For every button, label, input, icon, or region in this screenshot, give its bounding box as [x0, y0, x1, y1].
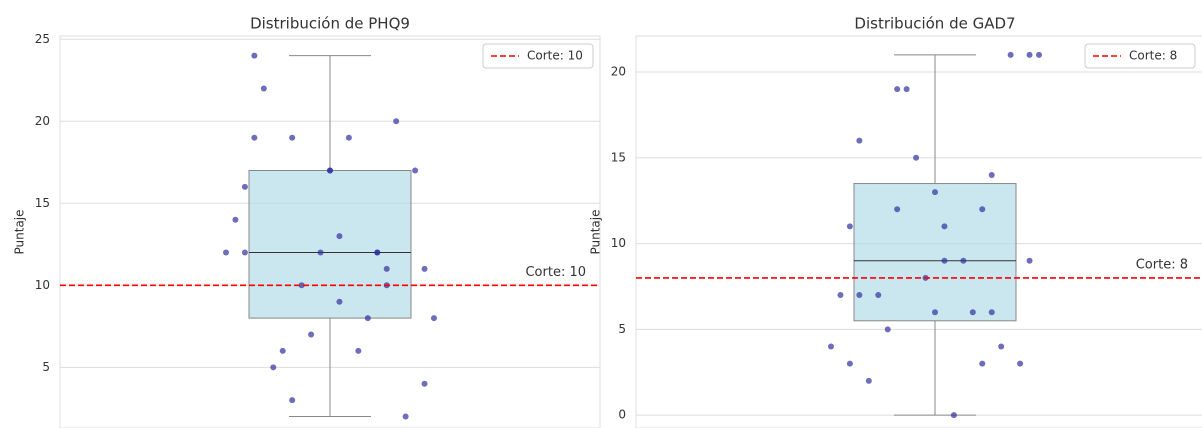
point [979, 206, 986, 213]
point [837, 292, 844, 299]
point [232, 216, 239, 223]
point [941, 223, 948, 230]
point [988, 309, 995, 316]
point [251, 134, 258, 141]
y-tick-label: 0 [618, 408, 626, 422]
point [412, 167, 419, 174]
point [875, 292, 882, 299]
legend-box [482, 43, 594, 69]
box [853, 183, 1017, 322]
point [856, 292, 863, 299]
legend-label: Corte: 10 [527, 49, 583, 63]
point [932, 189, 938, 196]
y-tick-label: 10 [611, 236, 626, 250]
point [856, 137, 863, 144]
point [374, 249, 381, 256]
y-tick-label: 10 [35, 278, 50, 292]
point [846, 223, 853, 230]
point [223, 249, 229, 256]
point [1036, 51, 1042, 58]
point [979, 360, 986, 367]
point [421, 380, 428, 387]
point [1026, 257, 1033, 264]
point [1017, 360, 1024, 367]
point [932, 309, 938, 316]
point [421, 265, 428, 272]
box [248, 169, 412, 319]
point [950, 412, 957, 419]
point [913, 154, 920, 161]
point [327, 167, 333, 174]
point [884, 326, 891, 333]
point [846, 360, 853, 367]
y-tick-label: 25 [35, 32, 50, 46]
point [336, 298, 343, 305]
point [894, 206, 901, 213]
y-tick-label: 5 [618, 322, 626, 336]
legend-box [1084, 43, 1196, 69]
point [298, 282, 305, 289]
point [1007, 51, 1014, 58]
cutoff-annotation: Corte: 8 [1136, 257, 1188, 272]
point [1026, 51, 1033, 58]
point [960, 257, 967, 264]
point [317, 249, 324, 256]
point [279, 347, 286, 354]
legend-label: Corte: 8 [1129, 49, 1177, 63]
point [903, 86, 910, 93]
point [383, 265, 390, 272]
y-tick-label: 20 [611, 65, 626, 79]
point [241, 249, 248, 256]
chart-title: Distribución de GAD7 [854, 15, 1015, 33]
chart-title: Distribución de PHQ9 [250, 15, 410, 33]
point [308, 331, 315, 338]
point [988, 171, 995, 178]
point [402, 413, 409, 420]
point [894, 86, 901, 93]
cutoff-annotation: Corte: 10 [525, 265, 586, 280]
y-tick-label: 15 [35, 196, 50, 210]
point [998, 343, 1005, 350]
point [364, 315, 371, 322]
y-axis-label: Puntaje [589, 209, 603, 254]
point [865, 377, 872, 384]
point [828, 343, 834, 350]
y-axis-label: Puntaje [13, 209, 27, 254]
point [969, 309, 976, 316]
point [941, 257, 948, 264]
point [345, 134, 352, 141]
point [431, 315, 437, 322]
y-tick-label: 15 [611, 150, 626, 164]
point [270, 364, 277, 371]
point [393, 118, 400, 125]
y-tick-label: 20 [35, 114, 50, 128]
point [336, 233, 343, 240]
point [289, 397, 296, 404]
point [251, 52, 258, 59]
point [355, 347, 362, 354]
point [241, 183, 248, 190]
point [260, 85, 267, 92]
y-tick-label: 5 [42, 360, 50, 374]
point [289, 134, 296, 141]
